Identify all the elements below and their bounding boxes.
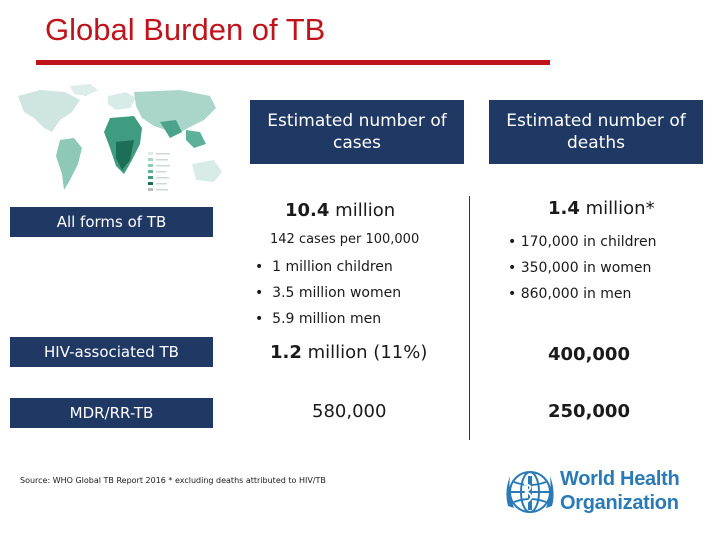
all-forms-rate: 142 cases per 100,000 <box>270 232 420 247</box>
world-map-image <box>10 82 232 210</box>
title-underline <box>36 60 550 65</box>
page-title: Global Burden of TB <box>45 12 326 47</box>
list-item: • 1 million children <box>255 259 393 275</box>
header-cases: Estimated number of cases <box>250 100 464 164</box>
who-emblem-icon <box>506 471 554 513</box>
row-label-mdr: MDR/RR-TB <box>10 398 213 428</box>
who-logo-line1: World Health <box>560 468 680 490</box>
all-forms-deaths: 1.4 million* <box>548 198 655 219</box>
header-deaths: Estimated number of deaths <box>489 100 703 164</box>
list-item: • 3.5 million women <box>255 285 402 301</box>
who-logo-line2: Organization <box>560 492 679 514</box>
hiv-cases: 1.2 million (11%) <box>270 342 428 363</box>
deaths-breakdown-list: • 170,000 in children • 350,000 in women… <box>508 229 656 307</box>
list-item: • 350,000 in women <box>508 260 652 276</box>
source-note: Source: WHO Global TB Report 2016 * excl… <box>20 476 326 485</box>
list-item: • 860,000 in men <box>508 286 632 302</box>
who-logo-text: World Health Organization <box>560 467 680 515</box>
mdr-cases: 580,000 <box>312 401 387 422</box>
row-label-hiv: HIV-associated TB <box>10 337 213 367</box>
mdr-deaths: 250,000 <box>548 401 630 422</box>
all-forms-cases: 10.4 million <box>285 200 396 221</box>
column-divider <box>469 196 470 440</box>
list-item: • 170,000 in children <box>508 234 657 250</box>
list-item: • 5.9 million men <box>255 311 382 327</box>
hiv-deaths: 400,000 <box>548 344 630 365</box>
row-label-all-forms: All forms of TB <box>10 207 213 237</box>
cases-breakdown-list: • 1 million children • 3.5 million women… <box>255 254 401 332</box>
